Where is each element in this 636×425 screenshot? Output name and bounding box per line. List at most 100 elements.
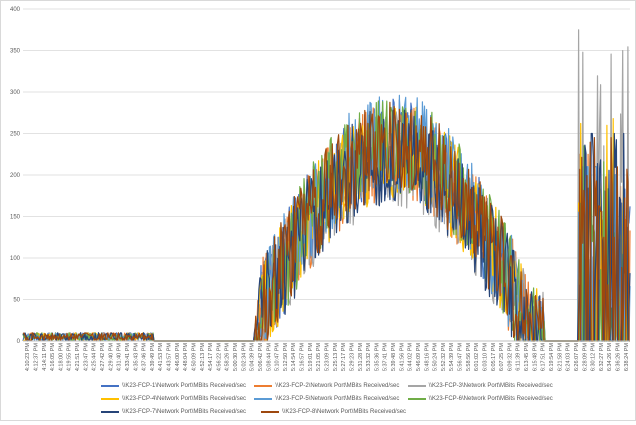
- x-tick-label: 4:52:13 PM: [200, 343, 206, 372]
- y-tick-label: 250: [10, 132, 21, 138]
- legend-label: \\K23-FCP-8\Network Port\MBits Received/…: [282, 408, 407, 415]
- x-tick-label: 6:13:45 PM: [524, 343, 530, 372]
- x-tick-label: 4:25:44 PM: [92, 343, 98, 372]
- x-tick-label: 4:46:00 PM: [175, 343, 181, 372]
- x-tick-label: 4:48:04 PM: [183, 343, 189, 372]
- x-tick-label: 6:11:39 PM: [516, 343, 522, 371]
- x-tick-label: 4:14:11 PM: [42, 343, 48, 371]
- legend-row: \\K23-FCP-7\Network Port\MBits Received/…: [101, 405, 561, 418]
- x-tick-label: 4:58:26 PM: [225, 343, 231, 372]
- x-tick-label: 4:33:41 PM: [125, 343, 131, 372]
- x-tick-label: 6:05:17 PM: [491, 343, 497, 372]
- series-lines: [22, 29, 631, 342]
- legend-item: \\K23-FCP-1\Network Port\MBits Received/…: [101, 383, 254, 389]
- legend-label: \\K23-FCP-4\Network Port\MBits Received/…: [122, 395, 247, 402]
- legend-swatch: [261, 410, 279, 413]
- legend-label: \\K23-FCP-7\Network Port\MBits Received/…: [122, 408, 247, 415]
- y-tick-label: 50: [13, 298, 20, 304]
- x-tick-label: 5:23:09 PM: [325, 343, 331, 372]
- legend-item: \\K23-FCP-6\Network Port\MBits Received/…: [407, 395, 561, 402]
- x-tick-label: 6:17:51 PM: [541, 343, 547, 372]
- x-tick-label: 5:39:48 PM: [391, 343, 397, 372]
- x-tick-label: 5:21:05 PM: [316, 343, 322, 372]
- x-tick-label: 5:44:02 PM: [408, 343, 414, 372]
- x-tick-label: 5:06:42 PM: [258, 343, 264, 372]
- legend-label: \\K23-FCP-1\Network Port\MBits Received/…: [122, 382, 247, 389]
- x-tick-label: 5:48:16 PM: [424, 343, 430, 372]
- x-tick-label: 6:21:58 PM: [557, 343, 563, 372]
- x-tick-label: 5:19:01 PM: [308, 343, 314, 372]
- x-tick-label: 6:09:32 PM: [507, 343, 513, 372]
- legend-item: \\K23-FCP-3\Network Port\MBits Received/…: [407, 382, 561, 389]
- y-tick-label: 0: [17, 339, 21, 345]
- x-tick-label: 6:15:48 PM: [532, 343, 538, 372]
- x-tick-label: 4:18:00 PM: [58, 343, 64, 372]
- x-tick-label: 5:02:34 PM: [241, 343, 247, 372]
- legend-label: \\K23-FCP-6\Network Port\MBits Received/…: [428, 395, 553, 402]
- x-tick-label: 4:16:05 PM: [50, 343, 56, 372]
- legend-swatch: [254, 397, 273, 400]
- x-tick-label: 6:36:26 PM: [616, 343, 622, 372]
- x-tick-label: 4:43:57 PM: [167, 343, 173, 372]
- x-tick-label: 4:35:43 PM: [133, 343, 139, 372]
- x-tick-label: 4:21:51 PM: [75, 343, 81, 372]
- x-tick-label: 6:03:10 PM: [482, 343, 488, 372]
- x-tick-label: 6:28:09 PM: [582, 343, 588, 372]
- x-tick-label: 6:07:25 PM: [499, 343, 505, 372]
- y-tick-label: 300: [10, 90, 21, 96]
- y-tick-label: 100: [10, 256, 21, 262]
- x-tick-label: 5:31:28 PM: [358, 343, 364, 372]
- legend: \\K23-FCP-1\Network Port\MBits Received/…: [101, 379, 561, 418]
- x-tick-label: 5:08:44 PM: [266, 343, 272, 372]
- x-tick-label: 5:35:36 PM: [374, 343, 380, 372]
- x-tick-label: 6:34:26 PM: [607, 343, 613, 372]
- legend-item: \\K23-FCP-8\Network Port\MBits Received/…: [261, 409, 421, 415]
- x-tick-label: 4:27:42 PM: [100, 343, 106, 372]
- x-tick-label: 4:56:22 PM: [216, 343, 222, 372]
- legend-label: \\K23-FCP-2\Network Port\MBits Received/…: [275, 382, 400, 389]
- legend-item: \\K23-FCP-2\Network Port\MBits Received/…: [254, 383, 407, 389]
- x-tick-label: 4:10:23 PM: [25, 343, 31, 372]
- x-tick-label: 5:56:47 PM: [458, 343, 464, 372]
- x-tick-label: 5:04:39 PM: [250, 343, 256, 372]
- legend-swatch: [254, 384, 273, 387]
- axes: 0 50 100 150 200 250 300 350 400 4:10:23 PM 4:12:3…: [10, 7, 630, 371]
- x-tick-label: 5:10:47 PM: [275, 343, 281, 372]
- x-tick-label: 5:46:09 PM: [416, 343, 422, 372]
- x-tick-label: 5:25:13 PM: [333, 343, 339, 372]
- legend-swatch: [101, 410, 119, 413]
- x-tick-label: 5:33:32 PM: [366, 343, 372, 372]
- legend-swatch: [407, 384, 426, 387]
- legend-row: \\K23-FCP-4\Network Port\MBits Received/…: [101, 392, 561, 405]
- legend-swatch: [101, 384, 119, 387]
- x-tick-label: 4:19:55 PM: [67, 343, 73, 372]
- x-tick-label: 4:50:09 PM: [191, 343, 197, 372]
- legend-swatch: [101, 397, 119, 400]
- x-tick-label: 6:32:27 PM: [599, 343, 605, 372]
- y-tick-label: 350: [10, 49, 21, 55]
- x-tick-label: 5:12:50 PM: [283, 343, 289, 372]
- x-tick-label: 5:00:30 PM: [233, 343, 239, 372]
- x-tick-label: 6:26:07 PM: [574, 343, 580, 372]
- x-tick-label: 5:52:32 PM: [441, 343, 447, 372]
- x-tick-label: 4:23:47 PM: [83, 343, 89, 372]
- x-tick-label: 6:30:12 PM: [591, 343, 597, 372]
- x-tick-label: 4:29:40 PM: [108, 343, 114, 372]
- x-tick-label: 5:41:56 PM: [399, 343, 405, 372]
- x-tick-label: 5:27:17 PM: [341, 343, 347, 372]
- x-tick-label: 5:29:23 PM: [349, 343, 355, 372]
- x-tick-label: 5:54:39 PM: [449, 343, 455, 372]
- legend-swatch: [407, 397, 426, 400]
- x-tick-label: 6:19:54 PM: [549, 343, 555, 372]
- y-tick-label: 150: [10, 215, 21, 221]
- x-tick-label: 4:39:49 PM: [150, 343, 156, 372]
- legend-label: \\K23-FCP-3\Network Port\MBits Received/…: [428, 382, 553, 389]
- x-tick-label: 4:37:46 PM: [142, 343, 148, 372]
- x-tick-label: 5:37:41 PM: [383, 343, 389, 372]
- x-tick-label: 6:38:24 PM: [624, 343, 630, 372]
- x-tick-label: 4:31:40 PM: [117, 343, 123, 372]
- legend-row: \\K23-FCP-1\Network Port\MBits Received/…: [101, 379, 561, 392]
- x-tick-label: 5:14:54 PM: [291, 343, 297, 372]
- series-line-8: [22, 101, 630, 342]
